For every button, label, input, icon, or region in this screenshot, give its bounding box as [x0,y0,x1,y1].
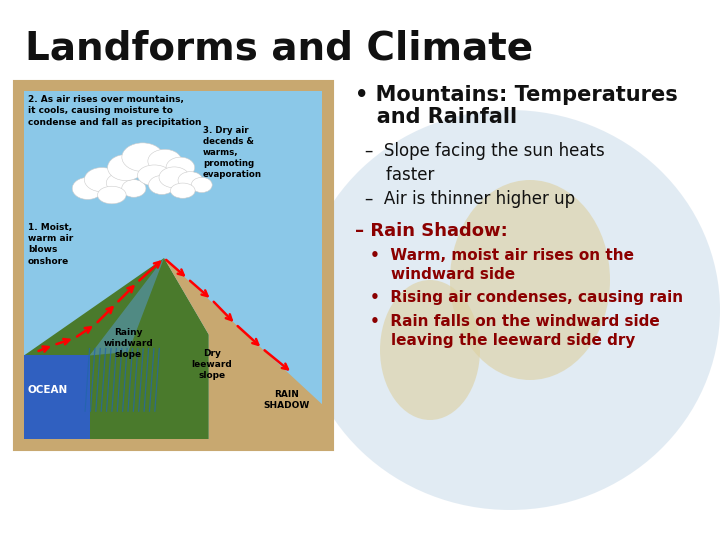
Text: –  Slope facing the sun heats
    faster: – Slope facing the sun heats faster [365,142,605,184]
Ellipse shape [178,172,203,189]
Text: OCEAN: OCEAN [28,385,68,395]
Text: •  Rain falls on the windward side
    leaving the leeward side dry: • Rain falls on the windward side leavin… [370,314,660,348]
Ellipse shape [107,154,144,180]
Text: and Rainfall: and Rainfall [355,107,517,127]
Polygon shape [24,355,89,439]
Polygon shape [24,258,209,439]
Polygon shape [164,258,322,439]
Ellipse shape [192,177,212,193]
Ellipse shape [122,180,146,197]
Text: • Mountains: Temperatures: • Mountains: Temperatures [355,85,678,105]
Text: Rainy
windward
slope: Rainy windward slope [104,328,153,359]
Ellipse shape [171,183,195,198]
Text: Dry
leeward
slope: Dry leeward slope [192,348,232,380]
Ellipse shape [148,176,175,194]
Text: –  Air is thinner higher up: – Air is thinner higher up [365,190,575,208]
Text: 3. Dry air
decends &
warms,
promoting
evaporation: 3. Dry air decends & warms, promoting ev… [203,126,262,179]
Ellipse shape [380,280,480,420]
Ellipse shape [107,173,135,193]
Ellipse shape [122,143,163,172]
Text: 1. Moist,
warm air
blows
onshore: 1. Moist, warm air blows onshore [28,223,73,266]
Ellipse shape [72,178,103,199]
FancyBboxPatch shape [18,85,328,445]
FancyBboxPatch shape [24,91,322,439]
Polygon shape [89,258,164,355]
Ellipse shape [84,167,120,192]
Ellipse shape [159,167,189,188]
Text: •  Warm, moist air rises on the
    windward side: • Warm, moist air rises on the windward … [370,248,634,282]
Text: •  Rising air condenses, causing rain: • Rising air condenses, causing rain [370,290,683,305]
Text: RAIN
SHADOW: RAIN SHADOW [263,390,310,410]
Text: 2. As air rises over mountains,
it cools, causing moisture to
condense and fall : 2. As air rises over mountains, it cools… [28,95,202,127]
Text: – Rain Shadow:: – Rain Shadow: [355,222,508,240]
Ellipse shape [148,150,181,173]
Ellipse shape [166,157,194,178]
Ellipse shape [138,165,171,186]
Text: Landforms and Climate: Landforms and Climate [25,30,533,68]
Ellipse shape [450,180,610,380]
Ellipse shape [300,110,720,510]
Ellipse shape [97,186,126,204]
